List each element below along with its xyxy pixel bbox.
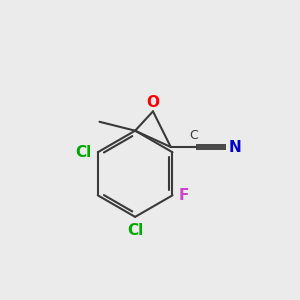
Text: F: F	[178, 188, 189, 203]
Text: Cl: Cl	[76, 145, 92, 160]
Text: O: O	[146, 94, 160, 110]
Text: Cl: Cl	[127, 224, 143, 238]
Text: C: C	[190, 129, 198, 142]
Text: N: N	[229, 140, 242, 154]
